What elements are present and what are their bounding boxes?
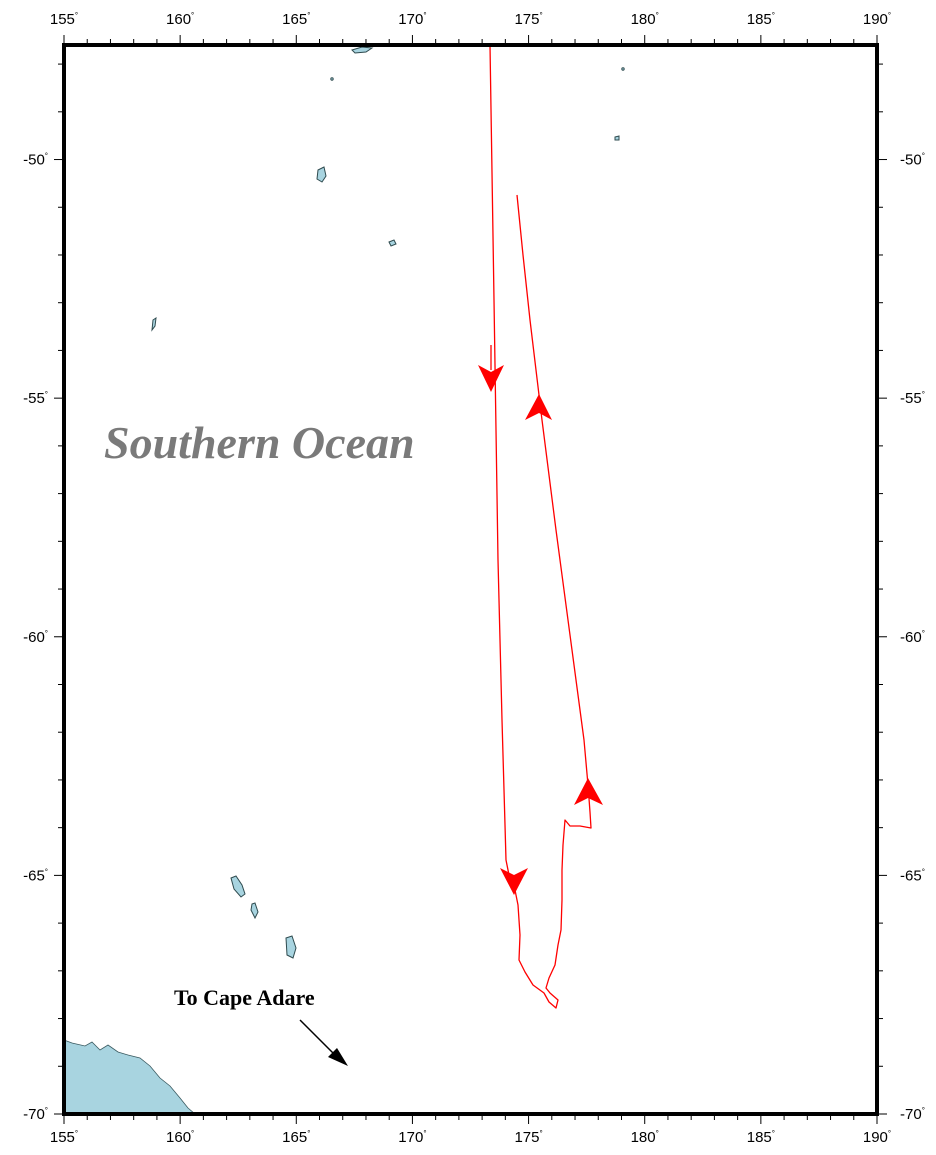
lon-tick-label: 165°	[282, 11, 310, 28]
longitude-labels-bottom: 155° 160° 165° 170° 175° 180° 185° 190°	[50, 1129, 891, 1146]
ocean-label: Southern Ocean	[104, 417, 415, 468]
frame-outer	[62, 43, 879, 1116]
lon-tick-label: 190°	[863, 1129, 891, 1146]
red-arrowhead-icon	[478, 365, 504, 392]
direction-arrows	[478, 365, 603, 895]
island-north	[351, 46, 374, 54]
lon-tick-label: 160°	[166, 1129, 194, 1146]
longitude-labels-top: 155° 160° 165° 170° 175° 180° 185° 190°	[50, 11, 891, 28]
red-arrowhead-icon	[574, 778, 603, 805]
lat-tick-label: -60°	[900, 629, 925, 646]
islet-c	[614, 135, 620, 141]
lon-tick-label: 185°	[747, 11, 775, 28]
lat-tick-label: -70°	[900, 1106, 925, 1123]
islands	[151, 46, 625, 959]
lon-tick-label: 155°	[50, 11, 78, 28]
lon-tick-label: 190°	[863, 11, 891, 28]
lat-tick-label: -60°	[23, 629, 48, 646]
cape-adare-pointer	[299, 1019, 348, 1066]
lon-tick-label: 180°	[631, 1129, 659, 1146]
lat-tick-label: -65°	[900, 867, 925, 884]
islet-a	[330, 77, 334, 81]
lon-tick-label: 165°	[282, 1129, 310, 1146]
lat-tick-label: -65°	[23, 867, 48, 884]
lat-tick-label: -55°	[900, 390, 925, 407]
place-label: To Cape Adare	[174, 985, 315, 1010]
island-macquarie	[151, 316, 157, 332]
ship-track	[489, 44, 592, 1009]
lon-tick-label: 170°	[398, 11, 426, 28]
island-balleny-2	[250, 902, 259, 920]
map-frame	[62, 43, 879, 1116]
island-balleny-1	[230, 875, 246, 898]
latitude-labels-left: -50° -55° -60° -65° -70°	[23, 152, 48, 1123]
antarctic-landmass	[63, 1039, 197, 1115]
track-southbound-leg	[489, 44, 592, 1009]
black-arrow-icon	[328, 1048, 348, 1066]
lon-tick-label: 155°	[50, 1129, 78, 1146]
island-balleny-3	[285, 935, 297, 959]
lon-tick-label: 160°	[166, 11, 194, 28]
lon-tick-label: 175°	[514, 1129, 542, 1146]
pointer-shaft	[299, 1019, 335, 1055]
lat-tick-label: -70°	[23, 1106, 48, 1123]
lon-tick-label: 180°	[631, 11, 659, 28]
island-campbell	[388, 239, 397, 247]
frame-ticks	[54, 35, 887, 1124]
lon-tick-label: 175°	[514, 11, 542, 28]
islet-b	[621, 67, 625, 71]
lat-tick-label: -55°	[23, 390, 48, 407]
latitude-labels-right: -50° -55° -60° -65° -70°	[900, 152, 925, 1123]
lat-tick-label: -50°	[23, 152, 48, 169]
lat-tick-label: -50°	[900, 152, 925, 169]
lon-tick-label: 170°	[398, 1129, 426, 1146]
lon-tick-label: 185°	[747, 1129, 775, 1146]
red-arrowhead-icon	[525, 394, 552, 420]
red-arrowhead-icon	[500, 868, 528, 895]
island-auckland	[316, 166, 327, 183]
